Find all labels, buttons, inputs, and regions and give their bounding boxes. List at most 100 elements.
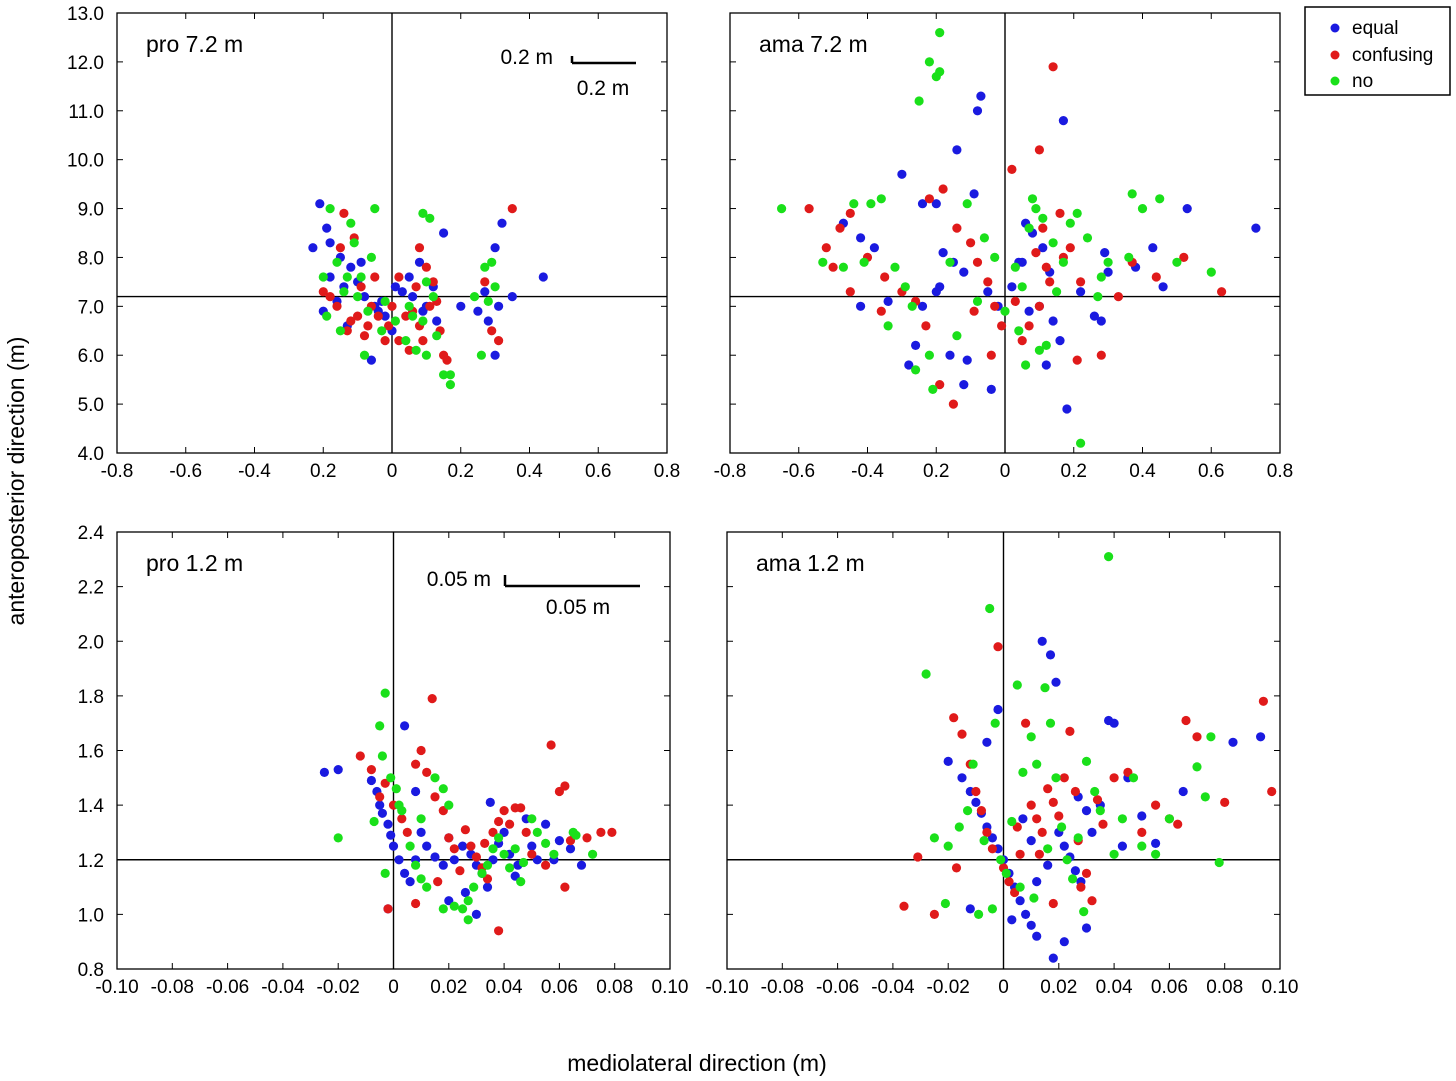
x-tick-label: -0.02 — [927, 977, 970, 998]
data-point-no — [516, 877, 526, 887]
data-point-no — [416, 814, 426, 824]
data-point-no — [838, 262, 849, 272]
data-point-confusing — [921, 321, 931, 331]
data-point-confusing — [373, 311, 383, 321]
data-point-no — [1082, 233, 1093, 243]
panel-title: ama 7.2 m — [759, 31, 868, 57]
data-point-no — [985, 603, 995, 614]
data-point-confusing — [1024, 321, 1034, 331]
data-point-no — [1048, 238, 1058, 248]
panel-3: -0.10 -0.08 -0.06 -0.04 -0.02 0 0.02 0.04 0.06 0.… — [705, 531, 1298, 998]
x-tick-label: 0 — [388, 977, 399, 998]
data-point-equal — [565, 844, 576, 854]
data-point-equal — [377, 808, 387, 818]
data-point-no — [900, 282, 910, 292]
y-axis-title: anteroposterior direction (m) — [3, 337, 29, 626]
data-point-equal — [1137, 811, 1147, 821]
data-point-confusing — [494, 336, 504, 346]
x-tick-label: 0.2 — [448, 461, 474, 482]
data-point-no — [1127, 189, 1137, 199]
data-point-confusing — [972, 257, 983, 267]
data-point-confusing — [1048, 62, 1058, 72]
data-point-confusing — [480, 838, 490, 849]
legend-marker-equal — [1330, 23, 1340, 33]
x-tick-label: 0.6 — [1198, 461, 1224, 482]
data-point-no — [945, 257, 955, 267]
data-point-no — [1032, 759, 1042, 769]
x-tick-label: 0.08 — [596, 977, 633, 998]
data-point-equal — [460, 887, 470, 898]
x-tick-label: 0.2 — [1061, 461, 1087, 482]
data-point-no — [370, 204, 380, 214]
data-point-confusing — [442, 355, 452, 365]
data-point-equal — [969, 189, 979, 199]
data-point-confusing — [383, 904, 393, 914]
data-point-confusing — [355, 751, 365, 761]
data-point-equal — [1038, 243, 1048, 253]
data-point-confusing — [455, 866, 465, 876]
data-point-confusing — [1048, 797, 1058, 808]
data-point-no — [588, 849, 598, 859]
data-point-equal — [1017, 257, 1027, 267]
data-point-confusing — [402, 827, 412, 838]
data-point-equal — [983, 287, 993, 297]
data-point-no — [510, 844, 520, 854]
data-point-equal — [1182, 204, 1192, 214]
data-point-no — [439, 370, 449, 380]
data-point-equal — [1026, 920, 1036, 930]
data-point-no — [1027, 194, 1038, 204]
data-point-no — [979, 836, 989, 846]
data-point-no — [356, 272, 366, 282]
data-point-no — [1124, 252, 1134, 262]
data-point-equal — [359, 292, 370, 302]
x-tick-label: 0 — [998, 977, 1009, 998]
data-point-equal — [485, 797, 495, 808]
data-point-equal — [319, 767, 329, 778]
data-point-no — [1026, 732, 1036, 742]
data-point-confusing — [1113, 292, 1123, 302]
data-point-confusing — [949, 713, 959, 723]
data-point-equal — [1007, 282, 1017, 292]
data-point-confusing — [938, 184, 948, 194]
data-point-confusing — [546, 740, 556, 750]
data-point-no — [1041, 340, 1051, 350]
data-point-confusing — [1072, 355, 1082, 365]
data-point-no — [987, 904, 998, 914]
data-point-no — [432, 331, 442, 341]
data-point-confusing — [505, 819, 515, 829]
data-point-no — [1068, 874, 1078, 884]
data-point-confusing — [1137, 827, 1147, 838]
data-point-equal — [541, 819, 551, 829]
data-point-equal — [1045, 650, 1056, 660]
data-point-equal — [483, 316, 493, 326]
y-tick-label: 6.0 — [78, 346, 104, 367]
data-point-confusing — [416, 745, 426, 756]
data-point-no — [1010, 262, 1020, 272]
panels: -0.8 -0.6 -0.4 0.2 0 0.2 0.4 0.6 0.8 4.0 5.0 6.0 7.0… — [67, 4, 1298, 998]
data-point-confusing — [951, 863, 962, 873]
data-point-no — [890, 262, 900, 272]
scale-bar-label-vertical: 0.2 m — [500, 46, 553, 69]
x-tick-label: -0.6 — [169, 461, 202, 482]
data-point-no — [935, 27, 945, 38]
data-point-equal — [976, 91, 986, 101]
y-tick-label: 2.2 — [78, 578, 104, 599]
data-point-confusing — [952, 223, 962, 233]
data-point-equal — [869, 243, 880, 253]
data-point-confusing — [1192, 732, 1202, 742]
data-point-confusing — [444, 833, 454, 843]
data-point-no — [430, 773, 440, 783]
data-point-no — [349, 238, 359, 248]
data-point-equal — [1024, 306, 1034, 316]
data-point-equal — [1015, 896, 1025, 906]
data-point-confusing — [1038, 223, 1048, 233]
data-point-no — [1200, 792, 1210, 802]
data-point-equal — [439, 228, 449, 238]
legend-box — [1304, 6, 1451, 96]
x-tick-label: -0.06 — [206, 977, 249, 998]
data-point-confusing — [1065, 726, 1075, 737]
data-point-confusing — [876, 306, 886, 316]
data-point-no — [1079, 907, 1089, 917]
panel-1: -0.8 -0.6 -0.4 0.2 0 0.2 0.4 0.6 0.8 ama 7.2 m — [714, 12, 1293, 482]
data-point-no — [375, 721, 385, 731]
